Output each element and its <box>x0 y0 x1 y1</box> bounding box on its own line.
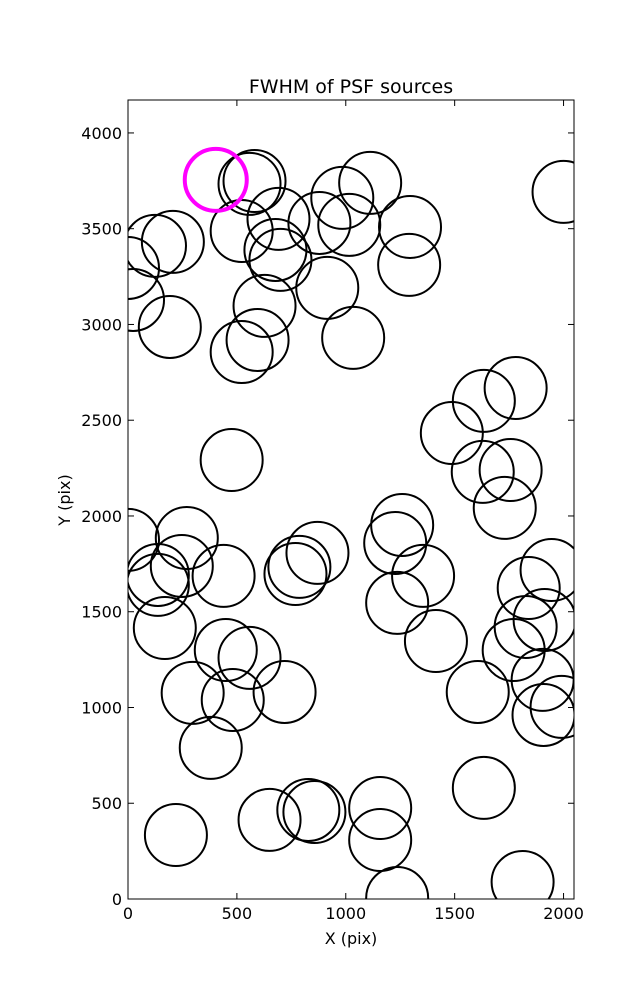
source-circle <box>243 217 308 282</box>
source-circle <box>391 543 456 608</box>
source-circle <box>191 543 256 608</box>
source-circle <box>445 659 510 724</box>
source-circle <box>338 150 403 215</box>
x-tick-label: 1500 <box>434 904 475 923</box>
source-circle <box>451 755 516 820</box>
source-circle <box>531 159 574 224</box>
source-circle <box>267 534 332 599</box>
source-circle <box>378 194 443 259</box>
source-circle <box>310 165 375 230</box>
source-circle <box>237 787 302 852</box>
x-tick-label: 1000 <box>325 904 366 923</box>
source-circle <box>263 541 328 606</box>
source-circle <box>143 803 208 868</box>
source-circle <box>512 587 574 652</box>
source-circle <box>232 273 297 338</box>
source-circle <box>222 149 287 214</box>
source-circle <box>209 320 274 385</box>
source-circle <box>363 510 428 575</box>
x-axis-label: X (pix) <box>325 929 378 948</box>
source-circle <box>128 507 160 572</box>
source-circle <box>276 777 341 842</box>
source-circle <box>472 475 537 540</box>
source-circle <box>178 715 243 780</box>
source-circle <box>225 307 290 372</box>
source-circle <box>377 232 442 297</box>
chart-title: FWHM of PSF sources <box>249 76 453 98</box>
source-circle <box>200 668 265 733</box>
source-circle <box>295 255 360 320</box>
y-tick-label: 1000 <box>81 698 122 717</box>
x-tick-label: 500 <box>222 904 253 923</box>
source-circle <box>246 186 311 251</box>
y-tick-label: 3000 <box>81 315 122 334</box>
x-tick-label: 2000 <box>543 904 584 923</box>
source-circle <box>287 190 352 255</box>
source-circle <box>519 537 574 602</box>
source-circle <box>128 552 190 617</box>
y-axis-label: Y (pix) <box>55 474 74 526</box>
source-circle <box>128 542 190 607</box>
source-circle <box>193 618 258 683</box>
source-circle <box>370 492 435 557</box>
source-circle <box>154 505 219 570</box>
source-circle <box>252 659 317 724</box>
y-tick-label: 4000 <box>81 124 122 143</box>
source-circle <box>285 520 350 585</box>
source-circle <box>132 596 197 661</box>
source-circle <box>403 609 468 674</box>
axes-frame <box>127 99 575 900</box>
y-tick-label: 0 <box>112 890 122 909</box>
source-circle <box>149 533 214 598</box>
source-circle <box>490 849 555 899</box>
x-tick-label: 0 <box>123 904 133 923</box>
source-circle <box>451 368 516 433</box>
source-circle <box>128 235 160 300</box>
source-circle <box>317 192 382 257</box>
source-circle <box>348 776 413 841</box>
source-circle <box>217 151 282 216</box>
source-circle <box>140 209 205 274</box>
y-tick-label: 1500 <box>81 603 122 622</box>
source-circle <box>365 570 430 635</box>
source-circle <box>529 674 574 739</box>
source-circle <box>217 625 282 690</box>
source-circle <box>496 555 561 620</box>
y-tick-label: 3500 <box>81 220 122 239</box>
source-circle <box>348 808 413 873</box>
source-circle <box>128 213 187 278</box>
source-circle <box>511 682 574 747</box>
source-circle <box>450 439 515 504</box>
y-tick-label: 2000 <box>81 507 122 526</box>
source-circle <box>160 660 225 725</box>
source-circle <box>248 227 313 292</box>
source-circle <box>137 294 202 359</box>
plot-area <box>128 146 574 899</box>
y-tick-label: 2500 <box>81 411 122 430</box>
source-circle <box>483 356 548 421</box>
source-circle <box>182 146 249 213</box>
source-circle <box>321 305 386 370</box>
source-circle <box>282 780 347 845</box>
source-circle <box>199 428 264 493</box>
y-tick-label: 500 <box>91 794 122 813</box>
source-circle <box>478 438 543 503</box>
